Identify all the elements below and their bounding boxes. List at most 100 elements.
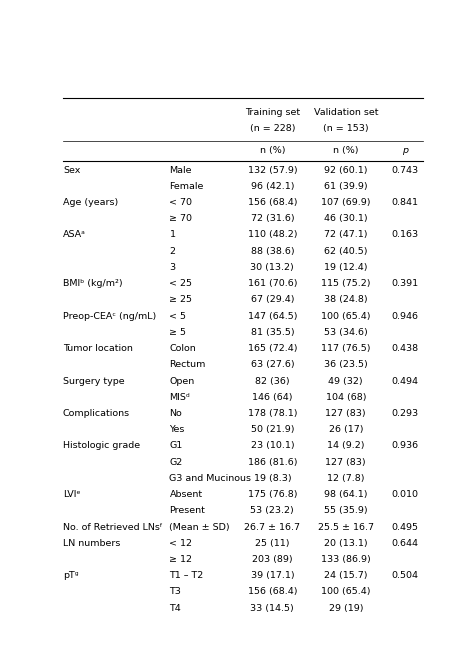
Text: 29 (19): 29 (19) xyxy=(328,603,363,613)
Text: 92 (60.1): 92 (60.1) xyxy=(324,166,367,175)
Text: 156 (68.4): 156 (68.4) xyxy=(247,587,297,597)
Text: 3: 3 xyxy=(169,263,175,272)
Text: 72 (31.6): 72 (31.6) xyxy=(250,214,294,223)
Text: 100 (65.4): 100 (65.4) xyxy=(321,312,371,320)
Text: LN numbers: LN numbers xyxy=(63,539,120,548)
Text: 0.293: 0.293 xyxy=(391,409,418,418)
Text: 0.504: 0.504 xyxy=(391,571,418,580)
Text: 100 (65.4): 100 (65.4) xyxy=(321,587,371,597)
Text: 38 (24.8): 38 (24.8) xyxy=(324,296,368,304)
Text: 24 (15.7): 24 (15.7) xyxy=(324,571,367,580)
Text: Yes: Yes xyxy=(169,425,185,434)
Text: Absent: Absent xyxy=(169,490,202,499)
Text: Age (years): Age (years) xyxy=(63,198,118,207)
Text: 20 (13.1): 20 (13.1) xyxy=(324,539,368,548)
Text: 98 (64.1): 98 (64.1) xyxy=(324,490,367,499)
Text: 0.841: 0.841 xyxy=(391,198,418,207)
Text: 0.391: 0.391 xyxy=(391,279,418,288)
Text: (n = 228): (n = 228) xyxy=(250,124,295,132)
Text: ≥ 70: ≥ 70 xyxy=(169,214,192,223)
Text: 88 (38.6): 88 (38.6) xyxy=(250,247,294,256)
Text: 63 (27.6): 63 (27.6) xyxy=(250,361,294,369)
Text: Rectum: Rectum xyxy=(169,361,206,369)
Text: 14 (9.2): 14 (9.2) xyxy=(327,442,365,450)
Text: 156 (68.4): 156 (68.4) xyxy=(247,198,297,207)
Text: 25.5 ± 16.7: 25.5 ± 16.7 xyxy=(318,522,374,532)
Text: (Mean ± SD): (Mean ± SD) xyxy=(169,522,230,532)
Text: 26.7 ± 16.7: 26.7 ± 16.7 xyxy=(244,522,301,532)
Text: ≥ 25: ≥ 25 xyxy=(169,296,192,304)
Text: 104 (68): 104 (68) xyxy=(326,393,366,402)
Text: Tumor location: Tumor location xyxy=(63,344,133,353)
Text: 33 (14.5): 33 (14.5) xyxy=(250,603,294,613)
Text: 0.495: 0.495 xyxy=(391,522,418,532)
Text: 175 (76.8): 175 (76.8) xyxy=(247,490,297,499)
Text: 127 (83): 127 (83) xyxy=(326,458,366,467)
Text: 2: 2 xyxy=(169,247,175,256)
Text: 147 (64.5): 147 (64.5) xyxy=(247,312,297,320)
Text: 117 (76.5): 117 (76.5) xyxy=(321,344,371,353)
Text: LVIᵉ: LVIᵉ xyxy=(63,490,81,499)
Text: 82 (36): 82 (36) xyxy=(255,377,290,385)
Text: n (%): n (%) xyxy=(333,147,358,155)
Text: Complications: Complications xyxy=(63,409,130,418)
Text: 81 (35.5): 81 (35.5) xyxy=(250,328,294,337)
Text: 36 (23.5): 36 (23.5) xyxy=(324,361,368,369)
Text: ≥ 12: ≥ 12 xyxy=(169,555,192,564)
Text: 67 (29.4): 67 (29.4) xyxy=(251,296,294,304)
Text: 61 (39.9): 61 (39.9) xyxy=(324,182,368,191)
Text: 146 (64): 146 (64) xyxy=(252,393,292,402)
Text: 72 (47.1): 72 (47.1) xyxy=(324,231,367,240)
Text: < 12: < 12 xyxy=(169,539,192,548)
Text: 1: 1 xyxy=(169,231,175,240)
Text: < 70: < 70 xyxy=(169,198,192,207)
Text: p: p xyxy=(401,147,408,155)
Text: 110 (48.2): 110 (48.2) xyxy=(247,231,297,240)
Text: 0.936: 0.936 xyxy=(391,442,418,450)
Text: 25 (11): 25 (11) xyxy=(255,539,290,548)
Text: 46 (30.1): 46 (30.1) xyxy=(324,214,368,223)
Text: (n = 153): (n = 153) xyxy=(323,124,369,132)
Text: 133 (86.9): 133 (86.9) xyxy=(321,555,371,564)
Text: No. of Retrieved LNsᶠ: No. of Retrieved LNsᶠ xyxy=(63,522,163,532)
Text: 0.494: 0.494 xyxy=(391,377,418,385)
Text: 53 (34.6): 53 (34.6) xyxy=(324,328,368,337)
Text: 26 (17): 26 (17) xyxy=(328,425,363,434)
Text: 127 (83): 127 (83) xyxy=(326,409,366,418)
Text: Female: Female xyxy=(169,182,204,191)
Text: 0.644: 0.644 xyxy=(391,539,418,548)
Text: 0.438: 0.438 xyxy=(391,344,418,353)
Text: 186 (81.6): 186 (81.6) xyxy=(247,458,297,467)
Text: 55 (35.9): 55 (35.9) xyxy=(324,506,368,515)
Text: Colon: Colon xyxy=(169,344,196,353)
Text: Histologic grade: Histologic grade xyxy=(63,442,140,450)
Text: No: No xyxy=(169,409,182,418)
Text: Male: Male xyxy=(169,166,192,175)
Text: 0.743: 0.743 xyxy=(391,166,418,175)
Text: 49 (32): 49 (32) xyxy=(328,377,363,385)
Text: 165 (72.4): 165 (72.4) xyxy=(247,344,297,353)
Text: 23 (10.1): 23 (10.1) xyxy=(250,442,294,450)
Text: ASAᵃ: ASAᵃ xyxy=(63,231,86,240)
Text: < 5: < 5 xyxy=(169,312,186,320)
Text: n (%): n (%) xyxy=(260,147,285,155)
Text: 39 (17.1): 39 (17.1) xyxy=(250,571,294,580)
Text: 132 (57.9): 132 (57.9) xyxy=(247,166,297,175)
Text: Training set: Training set xyxy=(245,108,300,117)
Text: 203 (89): 203 (89) xyxy=(252,555,292,564)
Text: 62 (40.5): 62 (40.5) xyxy=(324,247,367,256)
Text: T1 – T2: T1 – T2 xyxy=(169,571,204,580)
Text: 12 (7.8): 12 (7.8) xyxy=(327,474,365,483)
Text: 0.946: 0.946 xyxy=(391,312,418,320)
Text: Open: Open xyxy=(169,377,195,385)
Text: < 25: < 25 xyxy=(169,279,192,288)
Text: 96 (42.1): 96 (42.1) xyxy=(251,182,294,191)
Text: 161 (70.6): 161 (70.6) xyxy=(247,279,297,288)
Text: BMIᵇ (kg/m²): BMIᵇ (kg/m²) xyxy=(63,279,123,288)
Text: 19 (12.4): 19 (12.4) xyxy=(324,263,367,272)
Text: T4: T4 xyxy=(169,603,181,613)
Text: 53 (23.2): 53 (23.2) xyxy=(250,506,294,515)
Text: ≥ 5: ≥ 5 xyxy=(169,328,186,337)
Text: Preop-CEAᶜ (ng/mL): Preop-CEAᶜ (ng/mL) xyxy=(63,312,156,320)
Text: 0.010: 0.010 xyxy=(391,490,418,499)
